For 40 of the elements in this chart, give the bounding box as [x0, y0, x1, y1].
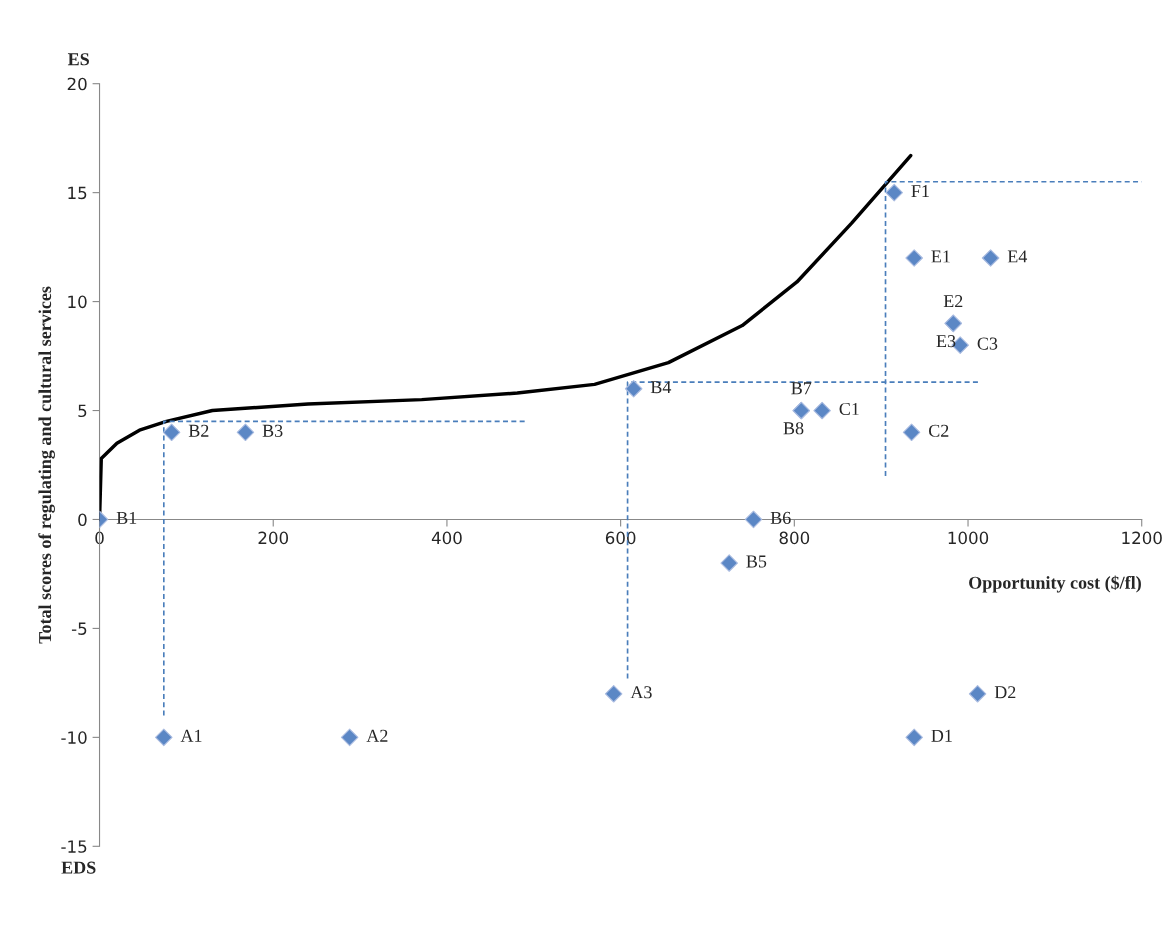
- x-tick-label: 1200: [1122, 531, 1162, 545]
- annotation: C3: [977, 337, 998, 350]
- text: EDS: [61, 861, 96, 874]
- annotation: B8: [783, 422, 804, 435]
- annotation: B3: [262, 424, 283, 437]
- annotation: A2: [366, 729, 388, 742]
- x-tick-label: 200: [258, 531, 289, 545]
- y-tick-label: 5: [78, 404, 87, 418]
- annotation: A3: [630, 686, 652, 699]
- annotation: B2: [188, 424, 209, 437]
- y-tick-label: -15: [61, 840, 87, 853]
- y-tick-label: -5: [71, 622, 87, 635]
- annotation: D2: [994, 686, 1016, 699]
- x-axis-title: Opportunity cost ($/fl): [969, 575, 1141, 593]
- text: ES: [67, 53, 89, 66]
- annotation: C2: [928, 424, 949, 437]
- annotation: B1: [116, 511, 137, 524]
- annotation: C1: [839, 402, 859, 416]
- annotation: B6: [770, 511, 791, 524]
- y-tick-label: -10: [61, 731, 87, 744]
- y-tick-label: 15: [68, 186, 87, 200]
- x-tick-label: 600: [605, 531, 636, 545]
- annotation: E2: [943, 295, 963, 308]
- annotation: B7: [791, 382, 812, 395]
- annotation: B4: [650, 381, 672, 394]
- y-tick-label: 0: [78, 513, 87, 527]
- annotation: E1: [931, 250, 950, 263]
- y-tick-label: 20: [67, 77, 87, 91]
- annotation: F1: [911, 185, 929, 197]
- x-tick-label: 0: [95, 531, 104, 545]
- annotation: D1: [931, 729, 952, 742]
- x-tick-label: 400: [431, 531, 462, 545]
- annotation: B5: [746, 555, 767, 568]
- x-tick-label: 800: [779, 531, 810, 545]
- x-tick-label: 1000: [948, 531, 989, 545]
- annotation: A1: [180, 729, 202, 742]
- annotation: E3: [936, 335, 956, 348]
- y-axis-title: Total scores of regulating and cultural services: [38, 286, 55, 644]
- annotation: E4: [1007, 250, 1028, 263]
- y-tick-label: 10: [68, 295, 87, 309]
